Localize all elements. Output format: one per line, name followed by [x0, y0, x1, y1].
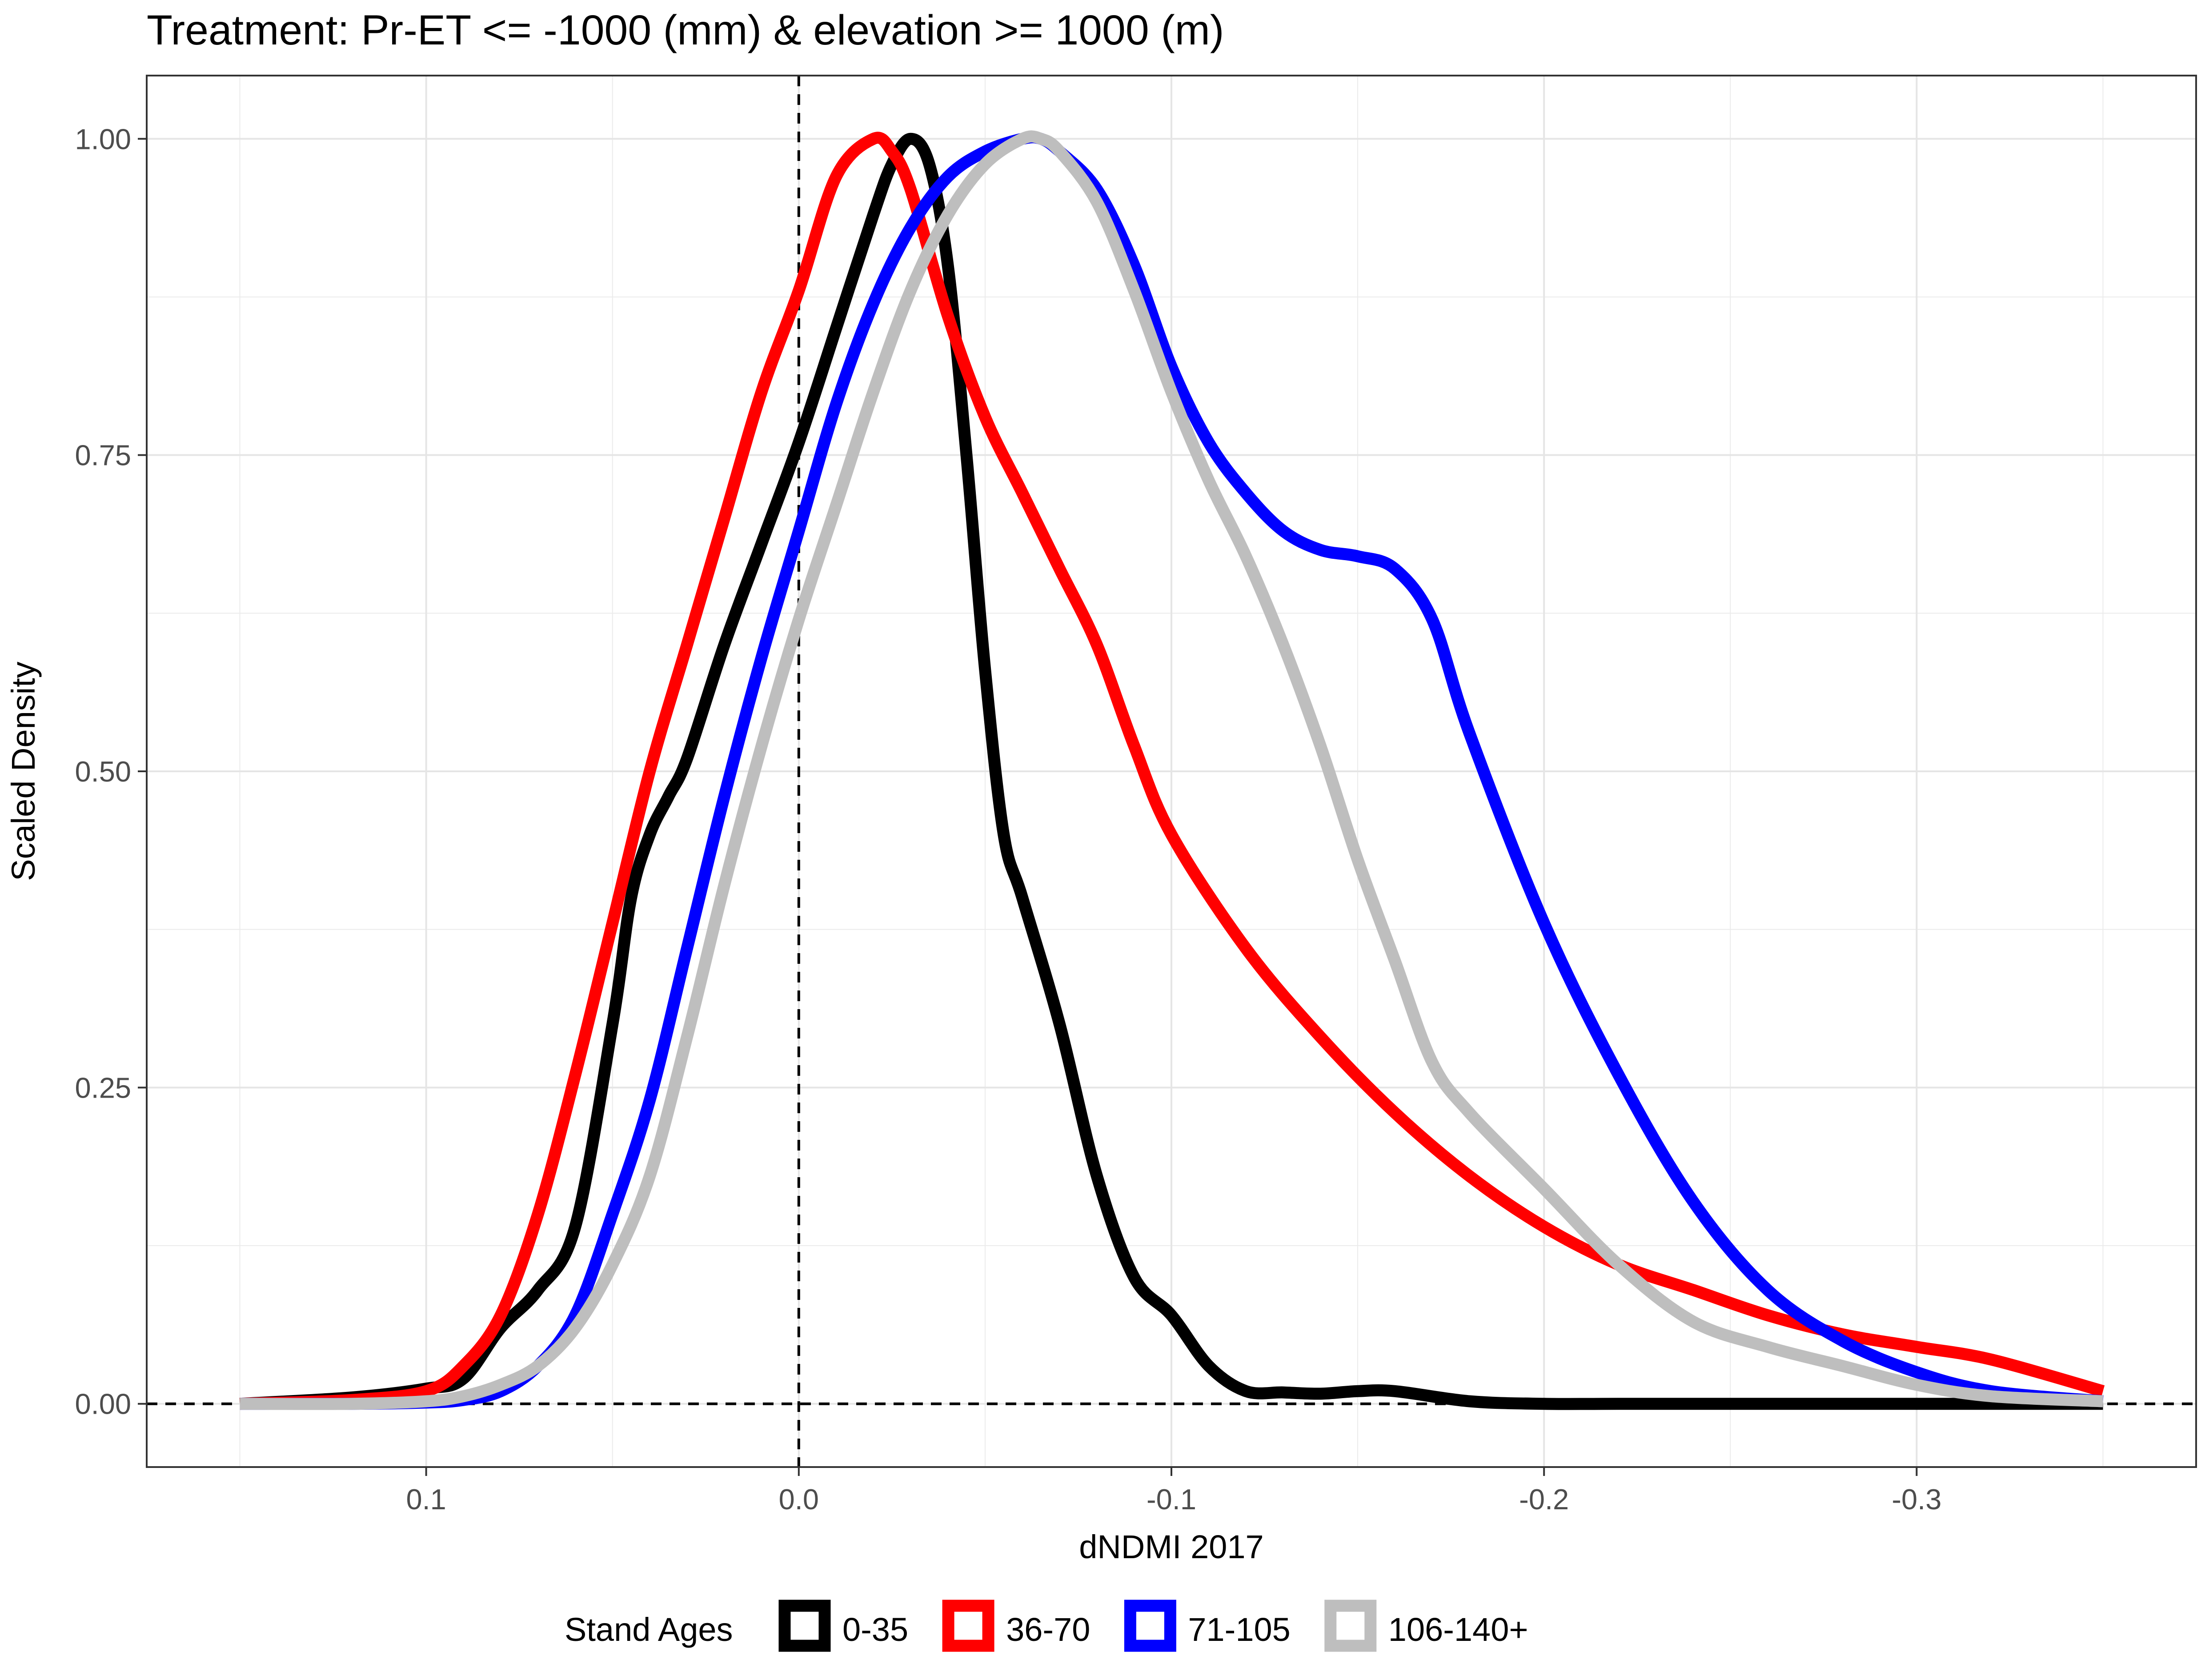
plot-title: Treatment: Pr-ET <= -1000 (mm) & elevati…	[147, 7, 1224, 54]
legend-key-1	[942, 1600, 994, 1652]
legend-key-2	[1124, 1600, 1176, 1652]
x-tick-label: -0.2	[1519, 1483, 1569, 1516]
y-axis-title: Scaled Density	[5, 662, 42, 881]
y-tick-label: 0.50	[75, 755, 131, 788]
density-series	[239, 130, 2105, 1410]
y-tick-label: 1.00	[75, 123, 131, 155]
series-line-0	[239, 132, 2103, 1410]
x-tick-label: 0.1	[406, 1483, 446, 1516]
x-axis-title: dNDMI 2017	[1079, 1528, 1263, 1565]
y-tick-label: 0.00	[75, 1388, 131, 1420]
x-axis-ticks: 0.1 0.0 -0.1 -0.2 -0.3	[406, 1467, 1941, 1516]
y-tick-label: 0.25	[75, 1071, 131, 1104]
x-tick-label: 0.0	[779, 1483, 819, 1516]
legend-label-3: 106-140+	[1388, 1611, 1528, 1648]
legend-key-0	[778, 1600, 831, 1652]
y-axis-ticks: 0.00 0.25 0.50 0.75 1.00	[75, 123, 147, 1420]
y-tick-label: 0.75	[75, 439, 131, 472]
legend-label-0: 0-35	[842, 1611, 908, 1648]
legend-key-3	[1324, 1600, 1377, 1652]
legend: Stand Ages 0-35 36-70 71-105 106-140+	[565, 1600, 1528, 1652]
series-line-3	[240, 130, 2104, 1410]
x-tick-label: -0.3	[1892, 1483, 1941, 1516]
legend-title: Stand Ages	[565, 1611, 733, 1648]
legend-label-1: 36-70	[1006, 1611, 1090, 1648]
x-tick-label: -0.1	[1147, 1483, 1196, 1516]
legend-label-2: 71-105	[1188, 1611, 1290, 1648]
